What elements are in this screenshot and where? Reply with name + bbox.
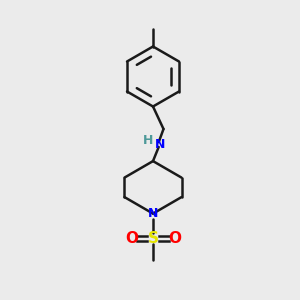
Text: O: O xyxy=(168,231,181,246)
Text: O: O xyxy=(125,231,138,246)
Text: S: S xyxy=(148,231,158,246)
Text: H: H xyxy=(143,134,154,148)
Text: N: N xyxy=(154,137,165,151)
Text: N: N xyxy=(148,207,158,220)
